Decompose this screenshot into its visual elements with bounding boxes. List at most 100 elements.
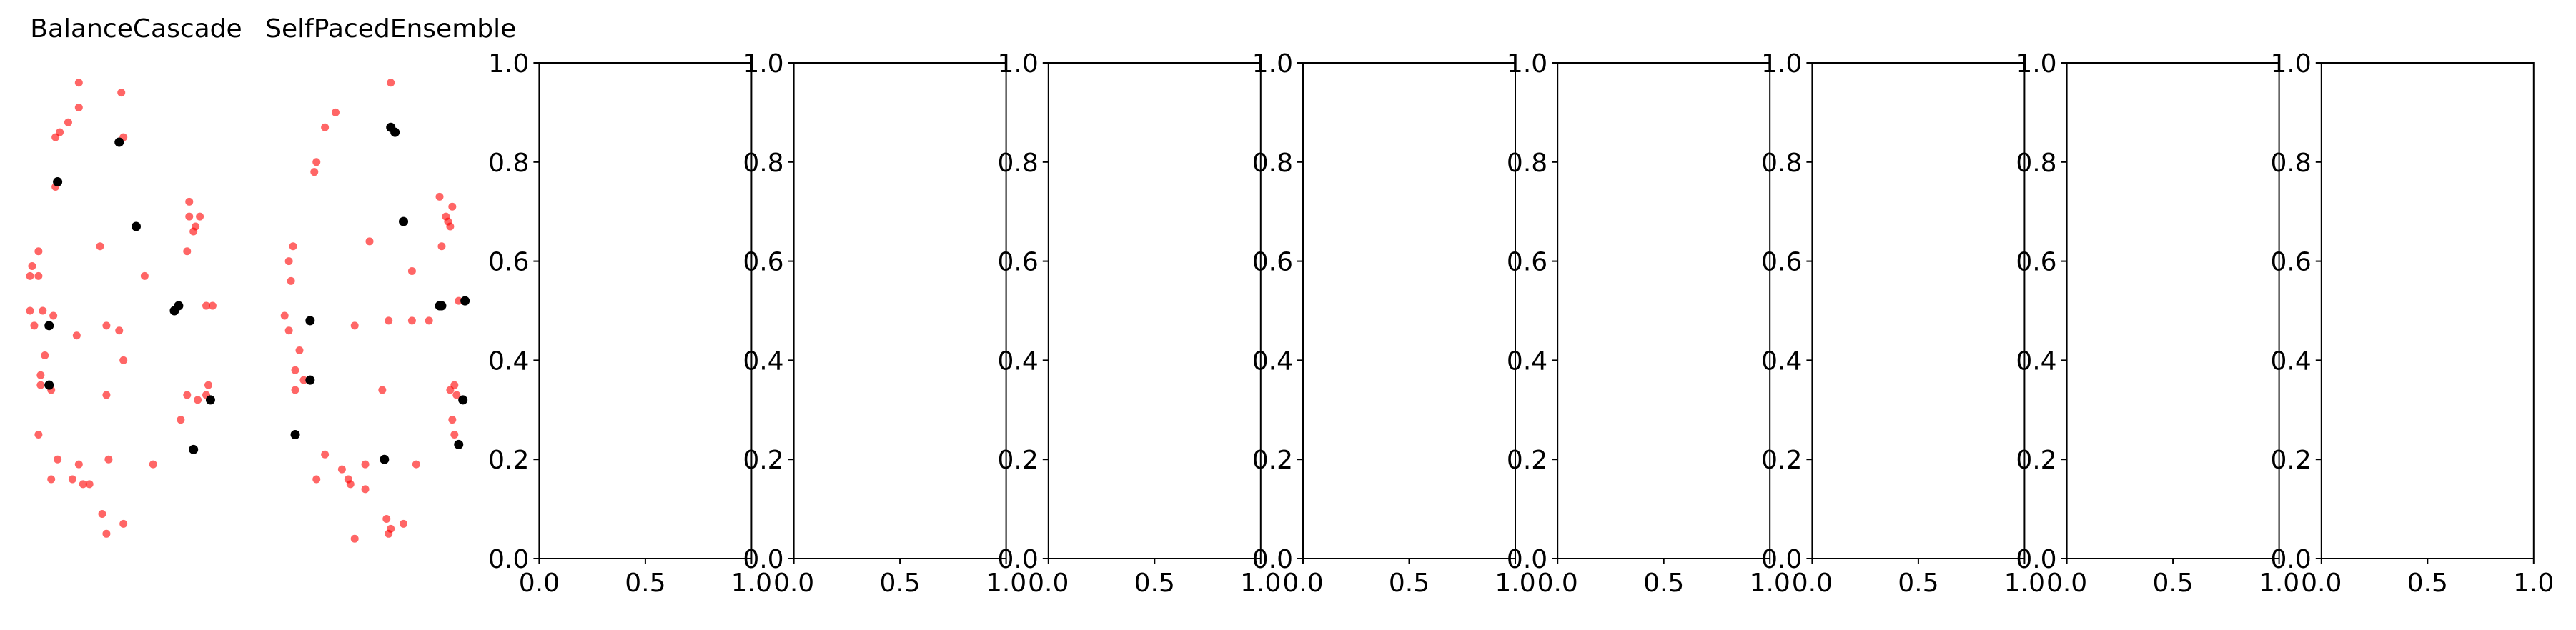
scatter-point [74,460,83,469]
scatter-point [26,271,34,280]
x-tick-label: 0.0 [519,569,560,598]
scatter-point [287,276,295,285]
scatter-point [96,242,104,251]
series-1 [26,79,217,538]
scatter-point [117,89,126,97]
series-1 [280,79,467,543]
scatter-point [435,192,444,201]
scatter-point [44,321,54,331]
scatter-point [382,514,391,523]
x-tick-label: 0.5 [1898,569,1938,598]
scatter-point [310,168,319,176]
scatter-point [350,534,359,543]
y-tick-label: 0.8 [743,149,783,178]
scatter-point [102,321,111,330]
scatter-point [295,346,304,355]
subplot-6: 0.0 0.5 1.0 0.0 0.2 0.4 0.6 0.8 1.0 [1252,49,1536,598]
y-tick-label: 0.2 [2271,446,2312,475]
scatter-point [452,391,461,399]
scatter-point [400,519,408,528]
y-tick-label: 1.0 [1507,49,1547,79]
x-tick-label: 0.0 [1537,569,1578,598]
y-tick-label: 0.4 [1507,346,1547,376]
scatter-point [115,326,124,335]
scatter-point [378,386,387,394]
y-tick-label: 0.2 [1252,446,1293,475]
subplot-1: BalanceCascade [26,14,242,538]
y-tick-label: 0.2 [488,446,529,475]
y-tick-label: 0.6 [998,248,1039,277]
scatter-point [289,242,297,251]
scatter-point [412,460,420,469]
x-tick-label: 0.0 [1282,569,1323,598]
y-tick-label: 0.0 [998,545,1039,574]
y-tick-label: 0.8 [1252,149,1293,178]
x-tick-label: 1.0 [1240,569,1281,598]
x-tick-label: 1.0 [2004,569,2045,598]
x-tick-label: 0.5 [1389,569,1430,598]
scatter-point [291,386,299,394]
x-tick-label: 0.5 [2152,569,2193,598]
scatter-point [196,212,204,221]
scatter-point [64,118,72,126]
y-tick-label: 0.4 [2271,346,2312,376]
scatter-point [305,375,315,385]
scatter-point [337,465,346,474]
y-tick-label: 1.0 [998,49,1039,79]
subplot-10: 0.0 0.5 1.0 0.0 0.2 0.4 0.6 0.8 1.0 [2271,49,2555,598]
scatter-point [28,262,36,271]
x-tick-label: 0.5 [625,569,665,598]
scatter-point [437,242,446,251]
subplot-5: 0.0 0.5 1.0 0.0 0.2 0.4 0.6 0.8 1.0 [998,49,1282,598]
scatter-point [149,460,157,469]
scatter-point [36,381,45,389]
y-tick-label: 0.8 [1507,149,1547,178]
scatter-point [174,301,184,311]
scatter-point [407,266,416,275]
x-tick-label: 1.0 [1495,569,1535,598]
scatter-point [291,366,299,374]
subplot-title: BalanceCascade [30,14,242,44]
y-tick-label: 0.6 [2016,248,2056,277]
scatter-point [448,202,457,211]
scatter-point [74,79,83,87]
scatter-point [140,271,149,280]
scatter-point [450,381,459,389]
scatter-point [425,316,433,325]
scatter-point [204,381,212,389]
y-tick-label: 0.8 [1761,149,1802,178]
scatter-point [34,431,43,439]
y-tick-label: 1.0 [2016,49,2056,79]
scatter-point [312,475,321,484]
scatter-point [41,351,49,359]
y-tick-label: 0.8 [2016,149,2056,178]
subplot-9: 0.0 0.5 1.0 0.0 0.2 0.4 0.6 0.8 1.0 [2016,49,2299,598]
scatter-point [85,480,94,489]
scatter-point [435,301,445,311]
scatter-point [361,460,370,469]
scatter-point [30,321,39,330]
scatter-point [68,475,76,484]
scatter-point [444,217,452,226]
scatter-point [183,391,192,399]
scatter-point [49,311,58,320]
y-tick-label: 0.8 [488,149,529,178]
scatter-point [344,475,352,484]
x-tick-label: 0.5 [1643,569,1684,598]
y-tick-label: 0.6 [1507,248,1547,277]
scatter-point [98,510,106,519]
y-tick-label: 0.8 [998,149,1039,178]
x-tick-label: 1.0 [731,569,772,598]
scatter-point [365,237,374,246]
y-tick-label: 0.2 [1507,446,1547,475]
x-tick-label: 0.5 [1134,569,1175,598]
y-tick-label: 0.4 [488,346,529,376]
x-tick-label: 0.0 [2301,569,2342,598]
y-tick-label: 0.0 [488,545,529,574]
scatter-point [205,395,215,405]
subplot-4: 0.0 0.5 1.0 0.0 0.2 0.4 0.6 0.8 1.0 [743,49,1026,598]
scatter-point [454,439,464,449]
subplot-8: 0.0 0.5 1.0 0.0 0.2 0.4 0.6 0.8 1.0 [1761,49,2045,598]
scatter-point [132,221,141,231]
scatter-point [194,396,202,404]
